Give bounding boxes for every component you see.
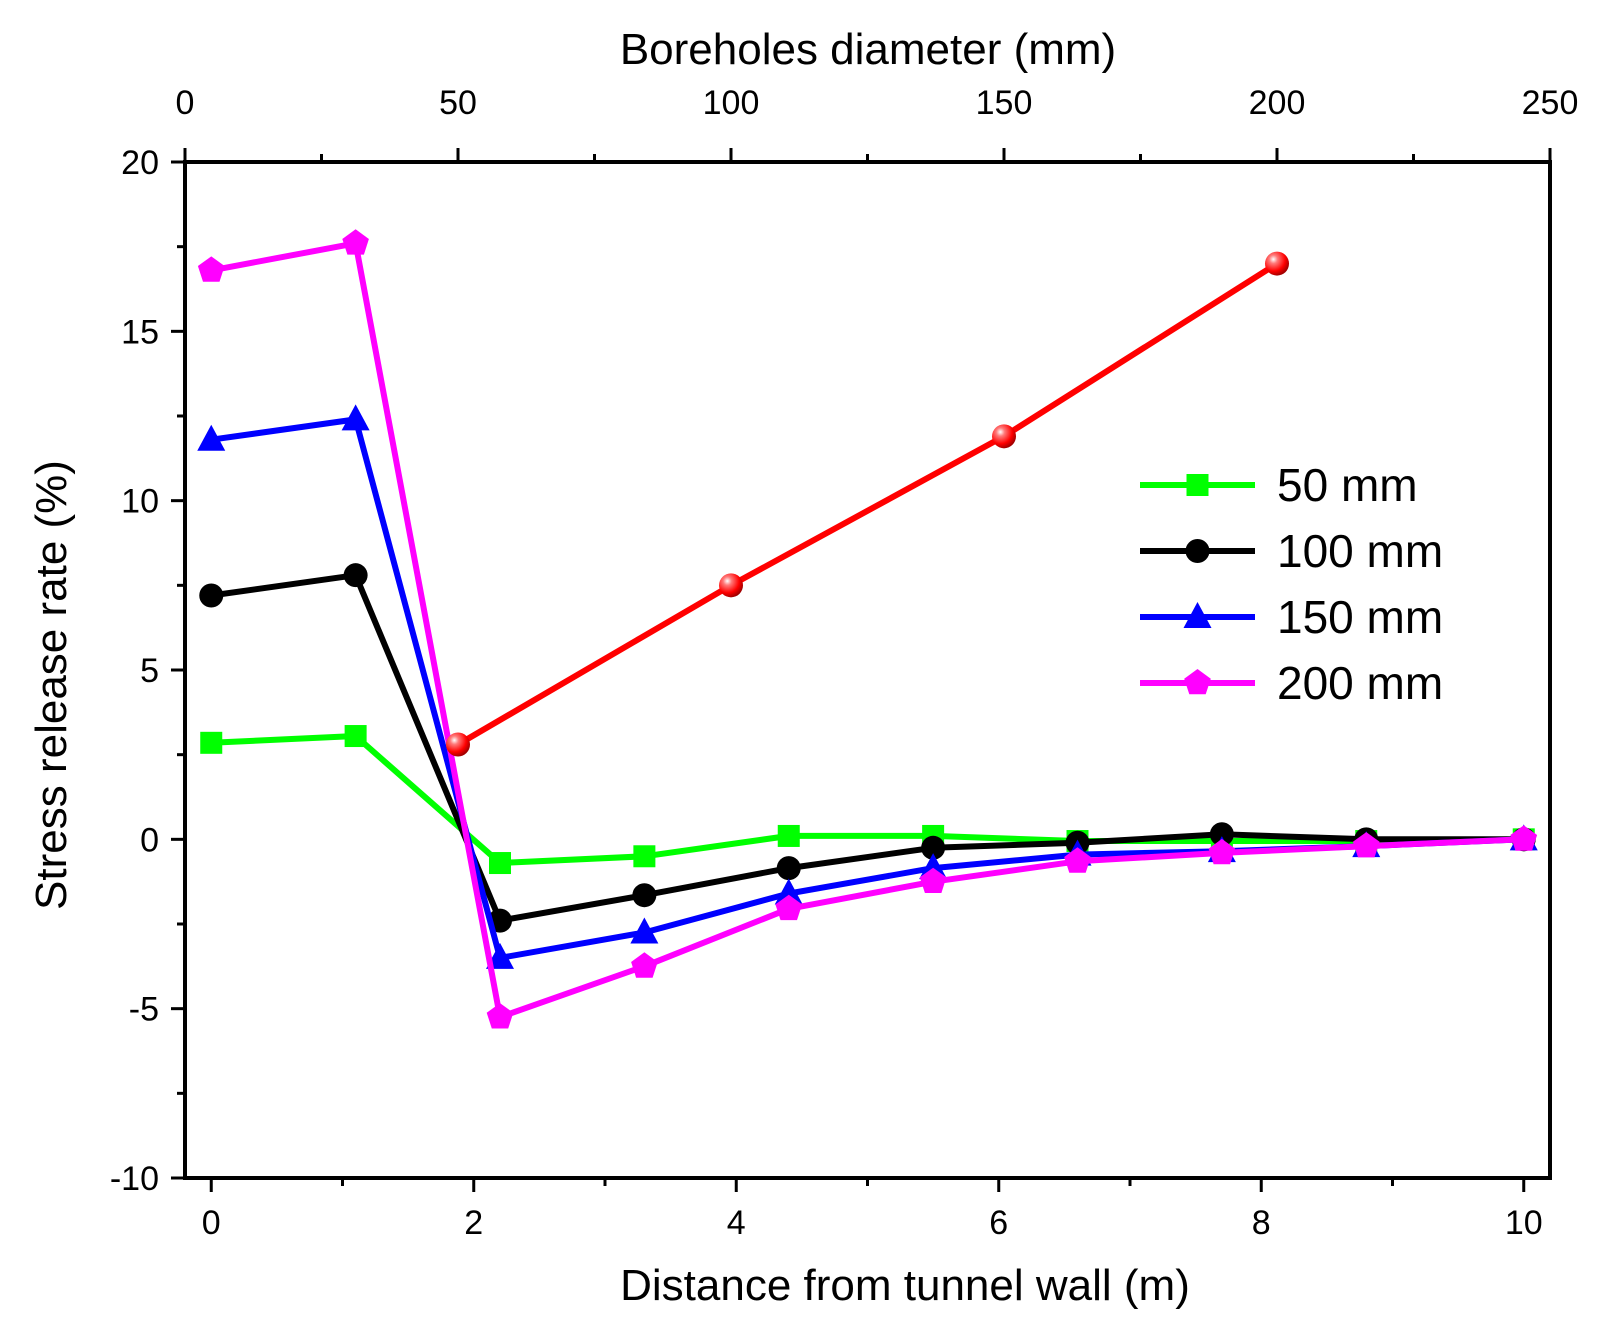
- series-50-mm: [200, 725, 1535, 875]
- legend-swatch-marker: [1185, 539, 1210, 563]
- data-point-200-mm: [775, 894, 803, 921]
- x-tick-label: 10: [1505, 1204, 1543, 1242]
- x-tick-label: 2: [464, 1204, 483, 1242]
- data-point-100-mm: [199, 583, 224, 608]
- x2-tick-label: 200: [1249, 84, 1306, 122]
- data-point-50-mm: [344, 725, 367, 748]
- x-tick-label: 4: [727, 1204, 746, 1242]
- x2-axis-ticks: 0 50 100 150 200 250: [176, 84, 1579, 162]
- data-point-100-mm: [632, 883, 657, 908]
- data-point-200-mm: [1510, 825, 1538, 851]
- legend-label: 100 mm: [1277, 525, 1443, 577]
- y-tick-label: 10: [121, 483, 159, 521]
- y-tick-label: -5: [129, 991, 159, 1029]
- series-200-mm: [197, 229, 1538, 1029]
- data-point-150-mm: [919, 853, 948, 880]
- x-axis-title: Distance from tunnel wall (m): [620, 1261, 1190, 1310]
- legend-item-100-mm: 100 mm: [1140, 525, 1443, 577]
- legend-label: 200 mm: [1277, 657, 1443, 709]
- data-point-200-mm: [1352, 832, 1380, 858]
- x-axis-ticks: 0 2 4 6 8 10: [202, 1178, 1543, 1242]
- data-point-200-mm: [1208, 838, 1236, 865]
- y-tick-label: 15: [121, 313, 159, 351]
- secondary-data-point: [719, 573, 743, 598]
- data-point-100-mm: [921, 835, 946, 860]
- data-point-200-mm: [631, 952, 658, 978]
- x-tick-label: 6: [989, 1204, 1008, 1242]
- data-point-100-mm: [776, 856, 801, 881]
- series-line-50-mm: [211, 733, 1524, 866]
- data-point-200-mm: [342, 229, 369, 255]
- series-line-200-mm: [210, 240, 1524, 1021]
- series-layer: [197, 229, 1538, 1029]
- x2-axis-title: Boreholes diameter (mm): [620, 25, 1116, 74]
- data-point-150-mm: [774, 878, 803, 905]
- legend-item-50-mm: 50 mm: [1140, 459, 1418, 511]
- data-point-50-mm: [200, 731, 223, 754]
- data-point-150-mm: [341, 404, 370, 431]
- secondary-data-point: [446, 732, 470, 757]
- secondary-data-point: [992, 424, 1016, 449]
- x-tick-label: 0: [202, 1204, 221, 1242]
- series-line-100-mm: [210, 572, 1524, 924]
- x2-tick-label: 100: [703, 84, 760, 122]
- x2-tick-label: 50: [439, 84, 477, 122]
- data-point-50-mm: [777, 824, 800, 847]
- data-point-200-mm: [919, 867, 947, 893]
- y-tick-label: 0: [140, 821, 159, 859]
- y-tick-label: 5: [140, 652, 159, 690]
- data-point-200-mm: [197, 256, 225, 282]
- legend-label: 150 mm: [1277, 591, 1443, 643]
- y-axis-ticks: -10 -5 0 5 10 15 20: [110, 144, 185, 1198]
- legend-item-200-mm: 200 mm: [1140, 657, 1443, 709]
- legend-swatch-marker: [1184, 669, 1211, 695]
- data-point-150-mm: [197, 424, 226, 451]
- x2-tick-label: 150: [976, 84, 1033, 122]
- legend-swatch-marker: [1186, 474, 1209, 496]
- secondary-data-point: [1265, 251, 1289, 276]
- data-point-50-mm: [489, 852, 511, 875]
- legend-label: 50 mm: [1277, 459, 1418, 511]
- x2-tick-label: 0: [176, 84, 195, 122]
- secondary-series-line: [456, 261, 1279, 748]
- data-point-150-mm: [486, 942, 514, 969]
- data-point-150-mm: [630, 917, 659, 944]
- secondary-series-layer: [446, 251, 1289, 757]
- x2-tick-label: 250: [1522, 84, 1579, 122]
- data-point-50-mm: [633, 845, 656, 868]
- legend: 50 mm 100 mm 150 mm 200 mm: [1140, 459, 1443, 709]
- x-tick-label: 8: [1252, 1204, 1271, 1242]
- data-point-100-mm: [343, 563, 368, 588]
- data-point-200-mm: [486, 1003, 514, 1029]
- y-tick-label: 20: [121, 144, 159, 182]
- legend-item-150-mm: 150 mm: [1140, 591, 1443, 643]
- data-point-200-mm: [1064, 847, 1091, 873]
- legend-swatch-marker: [1183, 602, 1212, 628]
- data-point-100-mm: [1209, 822, 1234, 847]
- y-tick-label: -10: [110, 1160, 159, 1198]
- y-axis-title: Stress release rate (%): [27, 460, 76, 910]
